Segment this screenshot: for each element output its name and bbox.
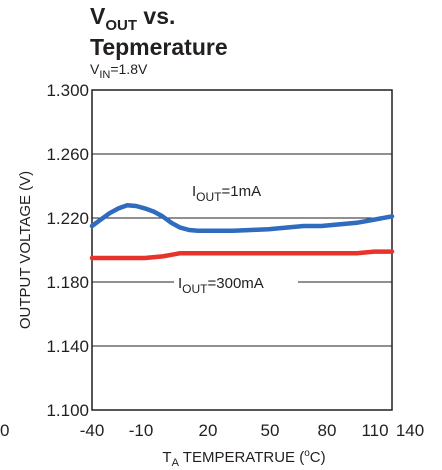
annotation-bg-1ma bbox=[188, 180, 268, 202]
subtitle-sub: IN bbox=[99, 69, 110, 81]
x-tick-label: -40 bbox=[80, 421, 105, 440]
y-tick-label: 1.140 bbox=[46, 337, 89, 356]
ann1-i: I bbox=[192, 183, 196, 200]
ann2-rest: =300mA bbox=[208, 275, 264, 292]
xlabel-sub: A bbox=[172, 457, 180, 469]
subtitle-v: V bbox=[90, 61, 100, 77]
y-tick-label: 1.180 bbox=[46, 273, 89, 292]
xlabel-sup: o bbox=[304, 448, 310, 459]
annotation-iout-1ma: IOUT=1mA bbox=[192, 183, 261, 204]
xlabel-t: T bbox=[162, 449, 171, 466]
annotation-iout-300ma: IOUT=300mA bbox=[178, 275, 264, 296]
subtitle-rest: =1.8V bbox=[110, 61, 148, 77]
x-axis-label: TA TEMPERATRUE (oC) bbox=[162, 448, 325, 469]
x-tick-labels: -40 -10 20 50 80 110 140 bbox=[80, 421, 424, 440]
x-tick-label: 110 bbox=[361, 421, 388, 440]
xlabel-end: C) bbox=[310, 449, 326, 466]
chart-title-sub: OUT bbox=[105, 17, 137, 34]
y-tick-labels: 1.100 1.140 1.180 1.220 1.260 1.300 bbox=[46, 81, 89, 420]
chart-title-line2: Tepmerature bbox=[90, 34, 228, 60]
ann1-rest: =1mA bbox=[222, 183, 262, 200]
y-tick-label: 1.300 bbox=[46, 81, 89, 100]
ann1-sub: OUT bbox=[196, 190, 222, 204]
gridlines bbox=[92, 89, 392, 411]
x-tick-label: 80 bbox=[318, 421, 337, 440]
x-tick-label: -10 bbox=[129, 421, 154, 440]
y-tick-label: 1.220 bbox=[46, 209, 89, 228]
xlabel-rest: TEMPERATRUE ( bbox=[179, 449, 304, 466]
stray-edge-label: 0 bbox=[0, 421, 9, 440]
y-tick-label: 1.100 bbox=[46, 401, 89, 420]
chart-title-v: V bbox=[90, 3, 106, 29]
series-line-iout-1ma bbox=[89, 202, 395, 234]
y-tick-label: 1.260 bbox=[46, 145, 89, 164]
annotation-bg-300ma bbox=[174, 272, 298, 294]
chart-title-rest: vs. bbox=[137, 3, 175, 29]
x-tick-label: 20 bbox=[199, 421, 218, 440]
x-tick-label: 50 bbox=[261, 421, 280, 440]
x-tick-label: 140 bbox=[396, 421, 424, 440]
y-axis-label: OUTPUT VOLTAGE (V) bbox=[17, 171, 34, 329]
chart-subtitle: VIN=1.8V bbox=[90, 61, 148, 81]
chart-title-line1: VOUT vs. bbox=[90, 3, 175, 34]
ann2-sub: OUT bbox=[182, 282, 208, 296]
ann2-i: I bbox=[178, 275, 182, 292]
series-line-iout-300ma bbox=[89, 249, 395, 261]
plot-frame bbox=[91, 89, 393, 411]
series-layer bbox=[89, 202, 395, 261]
